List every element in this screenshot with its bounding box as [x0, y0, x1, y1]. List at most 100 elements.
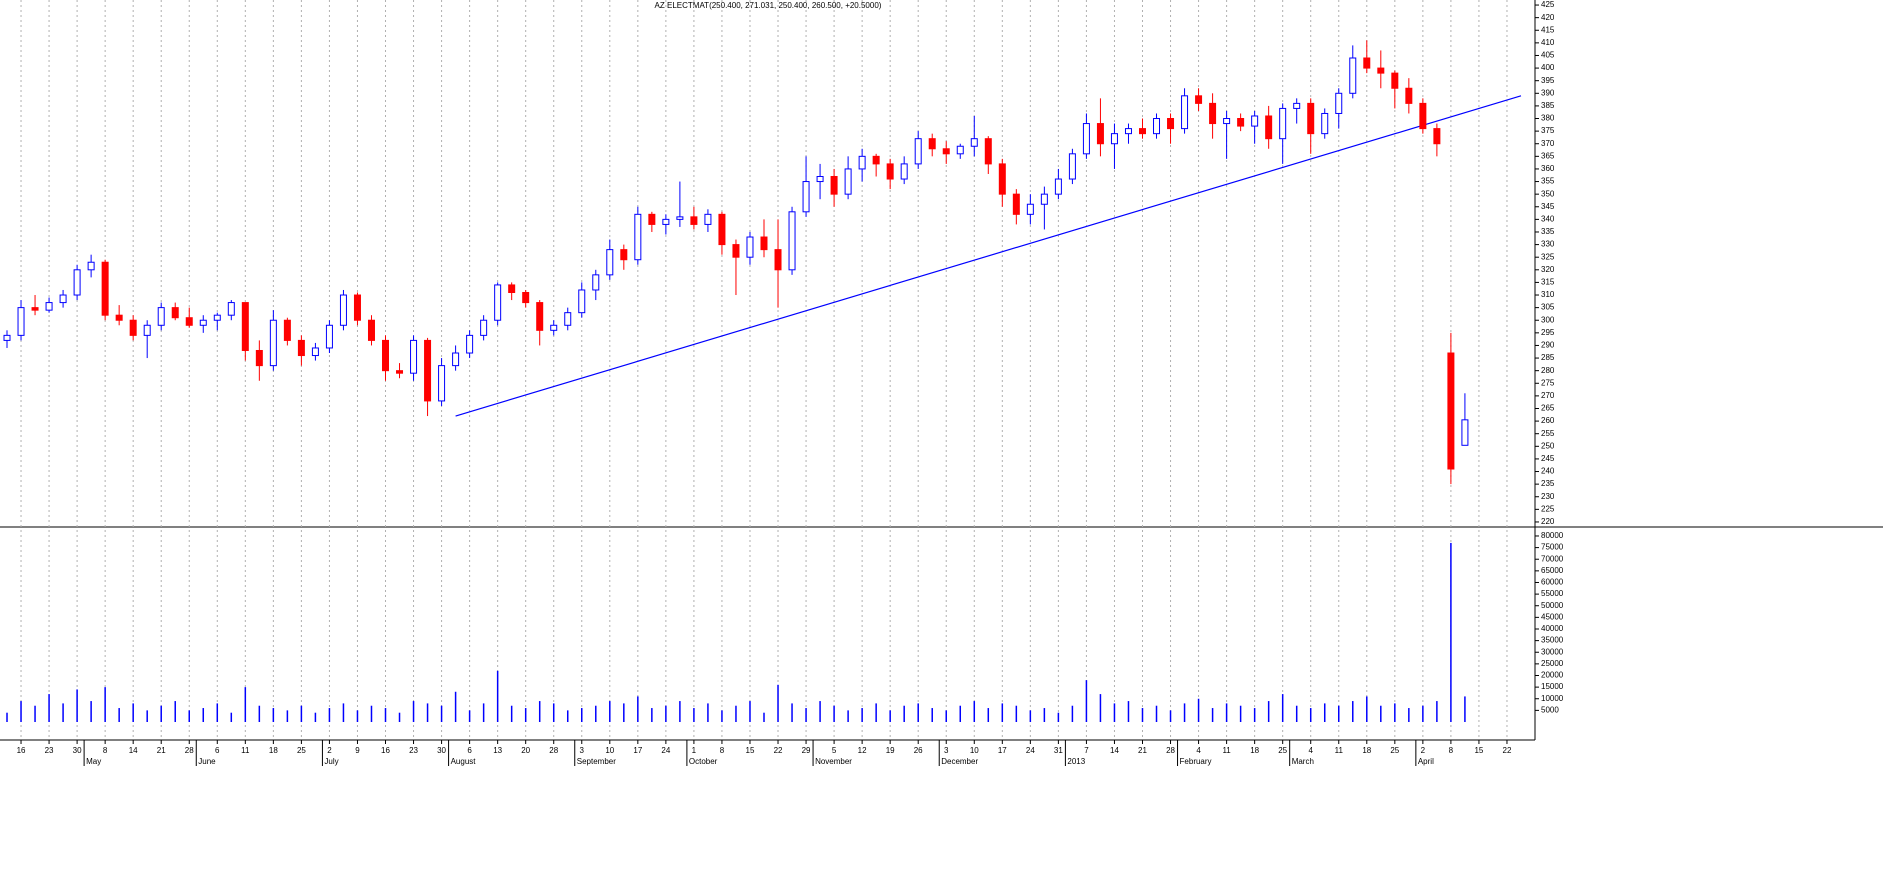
candle-body	[1138, 128, 1146, 135]
month-label: October	[689, 757, 718, 766]
volume-tick-label: 35000	[1541, 636, 1564, 645]
y-tick-label: 250	[1541, 441, 1555, 450]
x-tick-label: 8	[1449, 746, 1454, 755]
candle-body	[1237, 118, 1245, 127]
y-tick-label: 295	[1541, 328, 1555, 337]
y-tick-label: 395	[1541, 76, 1555, 85]
x-tick-label: 28	[1166, 746, 1175, 755]
candle-body	[185, 317, 193, 326]
x-tick-label: 24	[1026, 746, 1035, 755]
y-tick-label: 285	[1541, 353, 1555, 362]
volume-bar	[707, 703, 709, 722]
volume-bar	[903, 705, 905, 722]
x-tick-label: 1	[692, 746, 697, 755]
volume-bar	[370, 705, 373, 722]
volume-bar	[342, 703, 345, 722]
y-tick-label: 370	[1541, 139, 1555, 148]
volume-bar	[693, 708, 695, 722]
candle-body	[396, 370, 404, 374]
candle-body	[115, 314, 123, 321]
candle-body	[157, 307, 165, 326]
candle-body	[620, 249, 628, 261]
candle-body	[578, 289, 586, 314]
month-label: March	[1292, 757, 1314, 766]
candle-body	[1419, 102, 1427, 130]
volume-bar	[931, 708, 933, 722]
y-tick-label: 305	[1541, 303, 1555, 312]
candle-body	[1405, 87, 1413, 104]
candle-body	[998, 163, 1006, 195]
x-tick-label: 19	[886, 746, 895, 755]
volume-bar	[1043, 708, 1046, 722]
volume-bar	[1057, 712, 1060, 722]
candle-body	[984, 138, 992, 165]
y-tick-label: 320	[1541, 265, 1555, 274]
volume-bar	[987, 708, 990, 722]
volume-bar	[665, 705, 667, 722]
x-tick-label: 2	[1421, 746, 1426, 755]
x-tick-label: 15	[746, 746, 755, 755]
candle-body	[1349, 57, 1357, 94]
candle-body	[830, 176, 838, 195]
volume-bar	[216, 703, 219, 722]
candle-body	[171, 307, 179, 319]
candle-body	[129, 319, 137, 336]
x-tick-label: 4	[1196, 746, 1201, 755]
volume-bar	[314, 712, 317, 722]
y-tick-label: 325	[1541, 252, 1555, 261]
candle-body	[1461, 419, 1469, 446]
volume-bar	[651, 708, 653, 722]
candle-body	[760, 236, 768, 251]
volume-tick-label: 30000	[1541, 647, 1564, 656]
candle-body	[1181, 95, 1189, 130]
volume-bar	[581, 708, 583, 722]
candle-body	[956, 145, 964, 155]
volume-bar	[6, 712, 8, 722]
volume-bar	[1366, 696, 1368, 722]
candle-body	[1279, 107, 1287, 140]
candle-body	[1265, 115, 1273, 140]
x-tick-label: 23	[409, 746, 418, 755]
volume-bar	[1309, 708, 1312, 722]
candle-body	[17, 307, 25, 336]
candle-body	[872, 155, 880, 165]
y-tick-label: 310	[1541, 290, 1555, 299]
volume-bar	[889, 710, 891, 722]
y-tick-label: 240	[1541, 467, 1555, 476]
candle-body	[241, 302, 249, 351]
candle-body	[73, 269, 81, 296]
candle-body	[942, 148, 950, 155]
volume-tick-label: 25000	[1541, 659, 1564, 668]
volume-bar	[819, 701, 821, 722]
candle-body	[718, 213, 726, 246]
volume-bar	[1141, 708, 1144, 722]
volume-bar	[34, 705, 36, 722]
x-tick-label: 25	[297, 746, 306, 755]
volume-bar	[174, 701, 176, 722]
volume-bar	[104, 687, 106, 722]
x-tick-label: 11	[1335, 746, 1344, 755]
y-tick-label: 425	[1541, 0, 1555, 9]
volume-bar	[440, 705, 443, 722]
candle-body	[802, 181, 810, 213]
volume-bar	[482, 703, 485, 722]
y-tick-label: 420	[1541, 13, 1555, 22]
volume-bar	[623, 703, 625, 722]
candle-body	[31, 307, 39, 311]
volume-bar	[777, 684, 779, 722]
candle-body	[452, 352, 460, 367]
candle-body	[101, 261, 109, 316]
x-tick-label: 14	[129, 746, 138, 755]
candle-body	[1068, 153, 1076, 180]
x-tick-label: 25	[1278, 746, 1287, 755]
y-tick-label: 375	[1541, 126, 1555, 135]
x-tick-label: 28	[185, 746, 194, 755]
volume-bar	[552, 703, 555, 722]
x-tick-label: 16	[381, 746, 390, 755]
candle-body	[1335, 92, 1343, 114]
candle-body	[900, 163, 908, 180]
month-label: May	[86, 757, 101, 766]
month-label: August	[451, 757, 477, 766]
